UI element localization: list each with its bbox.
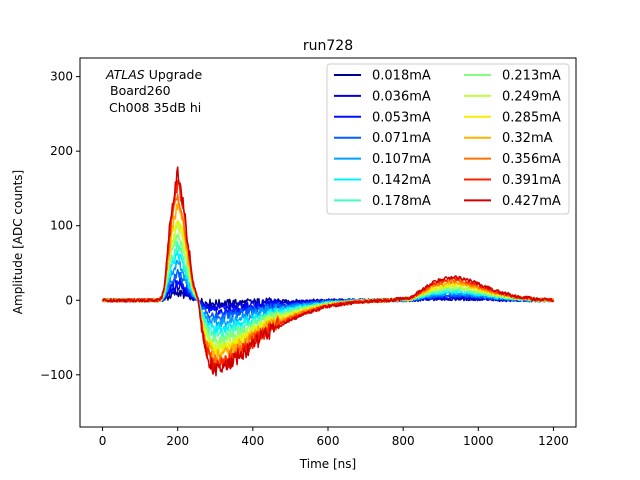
legend-entry: 0.356mA [502,152,561,167]
x-tick-label: 1200 [538,434,569,448]
annotation-atlas: ATLAS [105,67,145,82]
legend-entry: 0.107mA [372,152,431,167]
legend: 0.018mA 0.036mA 0.053mA 0.071mA 0.107mA 0.142… [326,63,570,215]
legend-entry: 0.213mA [502,69,561,84]
legend-entry: 0.391mA [502,173,561,188]
x-tick-label: 400 [241,434,264,448]
x-tick-label: 600 [317,434,340,448]
annotation: ATLAS Upgrade Board260 Ch008 35dB hi [105,67,202,115]
x-tick-label: 200 [166,434,189,448]
legend-entry: 0.249mA [502,89,561,104]
y-axis-label: Amplitude [ADC counts] [11,170,25,314]
legend-box [326,63,570,215]
legend-entry: 0.178mA [372,194,431,209]
y-tick-label: 0 [65,293,73,307]
y-tick-label: 200 [50,144,73,158]
series-layer [101,166,555,377]
x-axis-label: Time [ns] [299,457,356,471]
legend-entry: 0.018mA [372,69,431,84]
legend-entry: 0.32mA [502,131,553,146]
x-tick-label: 0 [99,434,107,448]
annotation-upgrade: Upgrade [145,67,203,82]
legend-entry: 0.285mA [502,110,561,125]
series-line [102,250,555,336]
annotation-board: Board260 [110,83,171,98]
legend-entry: 0.053mA [372,110,431,125]
y-tick-label: 300 [50,70,73,84]
legend-entry: 0.427mA [502,194,561,209]
y-tick-label: −100 [40,368,73,382]
x-axis: 0 200 400 600 800 1000 1200 [99,427,569,448]
y-axis: −100 0 100 200 300 [40,70,80,382]
legend-entry: 0.036mA [372,89,431,104]
series-line [102,166,554,377]
chart-title: run728 [303,38,353,54]
legend-entry: 0.071mA [372,131,431,146]
x-tick-label: 1000 [463,434,494,448]
legend-entry: 0.142mA [372,173,431,188]
svg-text:ATLAS Upgrade: ATLAS Upgrade [105,67,202,82]
y-tick-label: 100 [50,219,73,233]
annotation-channel: Ch008 35dB hi [109,100,201,115]
x-tick-label: 800 [392,434,415,448]
